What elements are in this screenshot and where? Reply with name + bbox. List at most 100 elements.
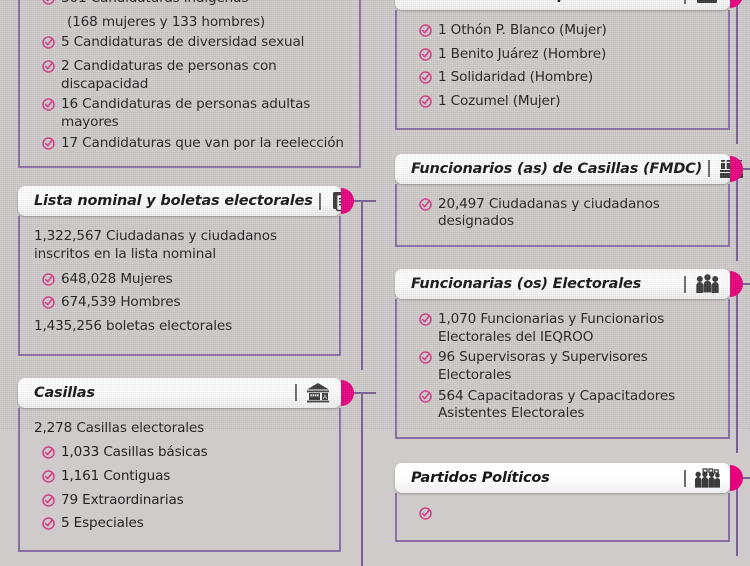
card-candidaturas-list-continued: 301 Candidaturas indígenas (168 mujeres …	[0, 0, 375, 169]
statistic-text: 1,322,567 Ciudadanas y ciudadanos inscri…	[34, 228, 277, 263]
check-circle-icon	[42, 136, 55, 156]
list-item-label: 648,028 Mujeres	[61, 270, 173, 287]
check-circle-icon	[42, 296, 55, 315]
list-item-label: 1 Cozumel (Mujer)	[438, 93, 561, 110]
check-circle-icon	[42, 517, 55, 531]
list-item: 1 Cozumel (Mujer)	[411, 93, 718, 114]
check-circle-icon	[42, 36, 55, 55]
card-funcionarios-casillas: Funcionarios (as) de Casillas (FMDC) 20,…	[395, 153, 750, 262]
list-item-label: 301 Candidaturas indígenas	[61, 0, 349, 8]
statistic-text: 2,278 Casillas electorales	[34, 419, 205, 436]
check-circle-icon	[419, 47, 432, 61]
card-body-casillas: 2,278 Casillas electorales 1,033 Casilla…	[18, 407, 341, 553]
card-header-lista-nominal[interactable]: Lista nominal y boletas electorales	[18, 186, 376, 217]
check-circle-icon	[42, 446, 55, 460]
card-funcionarias-electorales: Funcionarias (os) Electorales 1,070 Func…	[395, 269, 750, 454]
list-item: 5 Candidaturas de diversidad sexual	[34, 34, 349, 55]
card-body-candidaturas-independientes: 1 Othón P. Blanco (Mujer) 1 Benito Juáre…	[395, 10, 730, 130]
card-title: Candidaturas Independientes	[411, 0, 678, 3]
list-item-label: 79 Extraordinarias	[61, 491, 184, 508]
check-circle-icon	[42, 493, 55, 513]
check-circle-icon	[419, 389, 432, 403]
pink-tab	[730, 465, 743, 492]
check-circle-icon	[42, 60, 55, 79]
connector-line	[354, 200, 376, 203]
check-circle-icon	[42, 272, 55, 286]
check-circle-icon	[42, 98, 55, 117]
list-item-label: 1,070 Funcionarias y Funcionarios Electo…	[438, 311, 665, 345]
card-title: Casillas	[34, 384, 95, 401]
pink-tab	[341, 188, 354, 215]
list-item: 16 Candidaturas de personas adultas mayo…	[34, 96, 349, 131]
list-item-label: 17 Candidaturas que van por la reelecció…	[61, 134, 344, 151]
card-casillas: Casillas A 2,278 Casillas electorales 1,…	[18, 377, 376, 566]
check-circle-icon	[42, 60, 55, 73]
card-title: Funcionarios (as) de Casillas (FMDC)	[411, 160, 703, 177]
list-item: 96 Supervisoras y Supervisores Electoral…	[411, 349, 718, 384]
list-item: 1 Othón P. Blanco (Mujer)	[411, 22, 718, 43]
connector-rail	[361, 200, 363, 370]
header-divider	[684, 275, 686, 293]
card-body-lista-nominal: 1,322,567 Ciudadanas y ciudadanos inscri…	[18, 216, 341, 356]
list-item: 2 Candidaturas de personas con discapaci…	[34, 58, 349, 93]
list-item-label: 1 Solidaridad (Hombre)	[438, 69, 594, 86]
card-title: Lista nominal y boletas electorales	[34, 193, 313, 210]
check-circle-icon	[42, 98, 55, 112]
list-item-label: 20,497 Ciudadanas y ciudadanos designado…	[438, 195, 660, 230]
people-group-icon	[694, 467, 720, 489]
check-circle-icon	[42, 136, 55, 150]
card-body-candidaturas-list-continued: 301 Candidaturas indígenas (168 mujeres …	[18, 0, 361, 169]
check-circle-icon	[419, 313, 432, 332]
card-header-funcionarias-electorales[interactable]: Funcionarias (os) Electorales	[395, 269, 750, 300]
card-header-casillas[interactable]: Casillas A	[18, 377, 376, 408]
card-header-partidos-politicos[interactable]: Partidos Políticos	[395, 463, 750, 494]
left-column: 301 Candidaturas indígenas (168 mujeres …	[0, 0, 376, 566]
pink-tab	[341, 379, 354, 406]
list-item-label: 2 Candidaturas de personas con discapaci…	[61, 58, 277, 92]
pink-tab	[730, 155, 743, 182]
pink-tab	[730, 271, 743, 298]
card-lista-nominal: Lista nominal y boletas electorales 1,32…	[18, 186, 376, 370]
check-circle-icon	[419, 95, 432, 108]
check-circle-icon	[42, 470, 55, 483]
check-circle-icon	[419, 24, 432, 37]
list-item: 1 Benito Juárez (Hombre)	[411, 46, 718, 67]
list-item-label: 674,539 Hombres	[61, 294, 181, 311]
check-circle-icon	[42, 446, 55, 465]
list-item-label: 5 Especiales	[61, 515, 144, 532]
check-circle-icon	[419, 197, 432, 211]
card-partidos-politicos: Partidos Políticos	[395, 463, 750, 556]
connector-line	[743, 283, 750, 286]
check-circle-icon	[42, 493, 55, 507]
check-circle-icon	[419, 507, 432, 526]
card-candidaturas-independientes: Candidaturas Independientes 1 Othón P. B…	[395, 0, 743, 144]
check-circle-icon	[42, 36, 55, 50]
list-item-label: 1,033 Casillas básicas	[61, 444, 208, 461]
card-body-funcionarios-casillas: 20,497 Ciudadanas y ciudadanos designado…	[395, 183, 730, 248]
list-item: 1 Solidaridad (Hombre)	[411, 69, 718, 90]
list-item: 20,497 Ciudadanas y ciudadanos designado…	[411, 196, 718, 231]
list-item: 5 Especiales	[34, 515, 329, 536]
card-header-candidaturas-independientes[interactable]: Candidaturas Independientes	[395, 0, 743, 10]
card-header-funcionarios-casillas[interactable]: Funcionarios (as) de Casillas (FMDC)	[395, 153, 750, 184]
check-circle-icon	[42, 0, 55, 11]
check-circle-icon	[42, 272, 55, 292]
three-people-icon	[694, 273, 720, 295]
check-circle-icon	[42, 296, 55, 310]
svg-text:A: A	[323, 395, 327, 401]
list-item: 17 Candidaturas que van por la reelecció…	[34, 135, 349, 156]
header-divider	[684, 469, 686, 487]
check-circle-icon	[419, 351, 432, 365]
list-item	[411, 505, 718, 526]
list-item: 1,070 Funcionarias y Funcionarios Electo…	[411, 311, 718, 346]
card-body-funcionarias-electorales: 1,070 Funcionarias y Funcionarios Electo…	[395, 299, 730, 440]
pink-tab	[730, 0, 743, 8]
card-title: Partidos Políticos	[411, 470, 550, 487]
check-circle-icon	[419, 313, 432, 326]
check-circle-icon	[419, 47, 432, 67]
check-circle-icon	[419, 197, 432, 217]
ballot-box-icon	[694, 0, 720, 6]
list-item: 648,028 Mujeres	[34, 271, 329, 292]
statistic-text: 1,435,256 boletas electorales	[34, 318, 233, 335]
card-body-partidos-politicos	[395, 493, 730, 542]
